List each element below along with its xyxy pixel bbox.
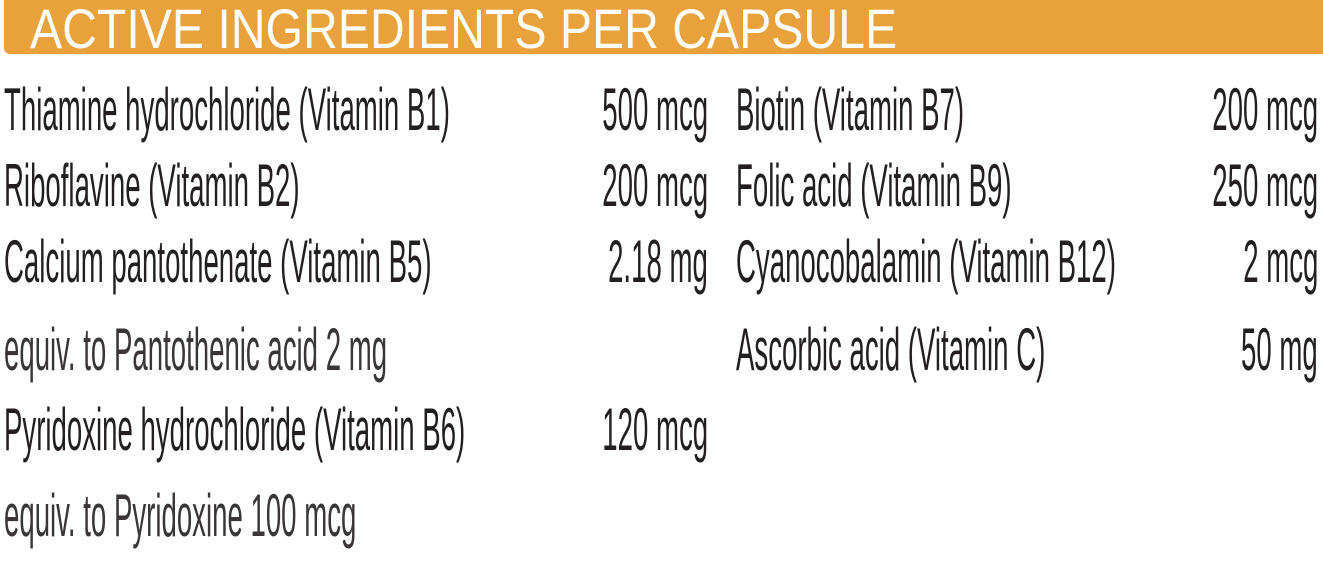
ingredient-amount: 2 mcg (1242, 228, 1318, 295)
ingredient-equivalent: equiv. to Pyridoxine 100 mcg (4, 482, 357, 549)
ingredient-name: Cyanocobalamin (Vitamin B12) (736, 228, 1116, 295)
ingredient-amount: 50 mg (1241, 316, 1318, 383)
ingredient-amount: 250 mcg (1212, 152, 1318, 219)
ingredient-amount: 200 mcg (602, 152, 708, 219)
ingredient-row: Riboflavine (Vitamin B2) 200 mcg (4, 148, 708, 224)
ingredient-row: Cyanocobalamin (Vitamin B12) 2 mcg (736, 224, 1318, 300)
ingredient-name: Biotin (Vitamin B7) (736, 76, 965, 143)
title-banner: ACTIVE INGREDIENTS PER CAPSULE (4, 0, 1323, 60)
ingredient-name: Calcium pantothenate (Vitamin B5) (4, 228, 432, 295)
ingredient-name: Thiamine hydrochloride (Vitamin B1) (4, 76, 450, 143)
page-title: ACTIVE INGREDIENTS PER CAPSULE (30, 0, 898, 60)
ingredient-amount: 2.18 mg (608, 228, 708, 295)
ingredient-name: Pyridoxine hydrochloride (Vitamin B6) (4, 396, 466, 463)
ingredient-name: Riboflavine (Vitamin B2) (4, 152, 300, 219)
ingredient-name: Folic acid (Vitamin B9) (736, 152, 1012, 219)
ingredient-name: Ascorbic acid (Vitamin C) (736, 316, 1046, 383)
ingredient-row: Biotin (Vitamin B7) 200 mcg (736, 72, 1318, 148)
ingredient-row: Thiamine hydrochloride (Vitamin B1) 500 … (4, 72, 708, 148)
ingredient-row: Calcium pantothenate (Vitamin B5) 2.18 m… (4, 224, 708, 300)
ingredient-equivalent: equiv. to Pantothenic acid 2 mg (4, 316, 388, 383)
ingredient-amount: 500 mcg (602, 76, 708, 143)
ingredient-note: equiv. to Pantothenic acid 2 mg (4, 312, 708, 388)
ingredient-row: Folic acid (Vitamin B9) 250 mcg (736, 148, 1318, 224)
ingredient-amount: 120 mcg (602, 396, 708, 463)
ingredient-row: Ascorbic acid (Vitamin C) 50 mg (736, 312, 1318, 388)
ingredient-row: Pyridoxine hydrochloride (Vitamin B6) 12… (4, 392, 708, 468)
ingredient-note: equiv. to Pyridoxine 100 mcg (4, 478, 708, 554)
ingredient-amount: 200 mcg (1212, 76, 1318, 143)
